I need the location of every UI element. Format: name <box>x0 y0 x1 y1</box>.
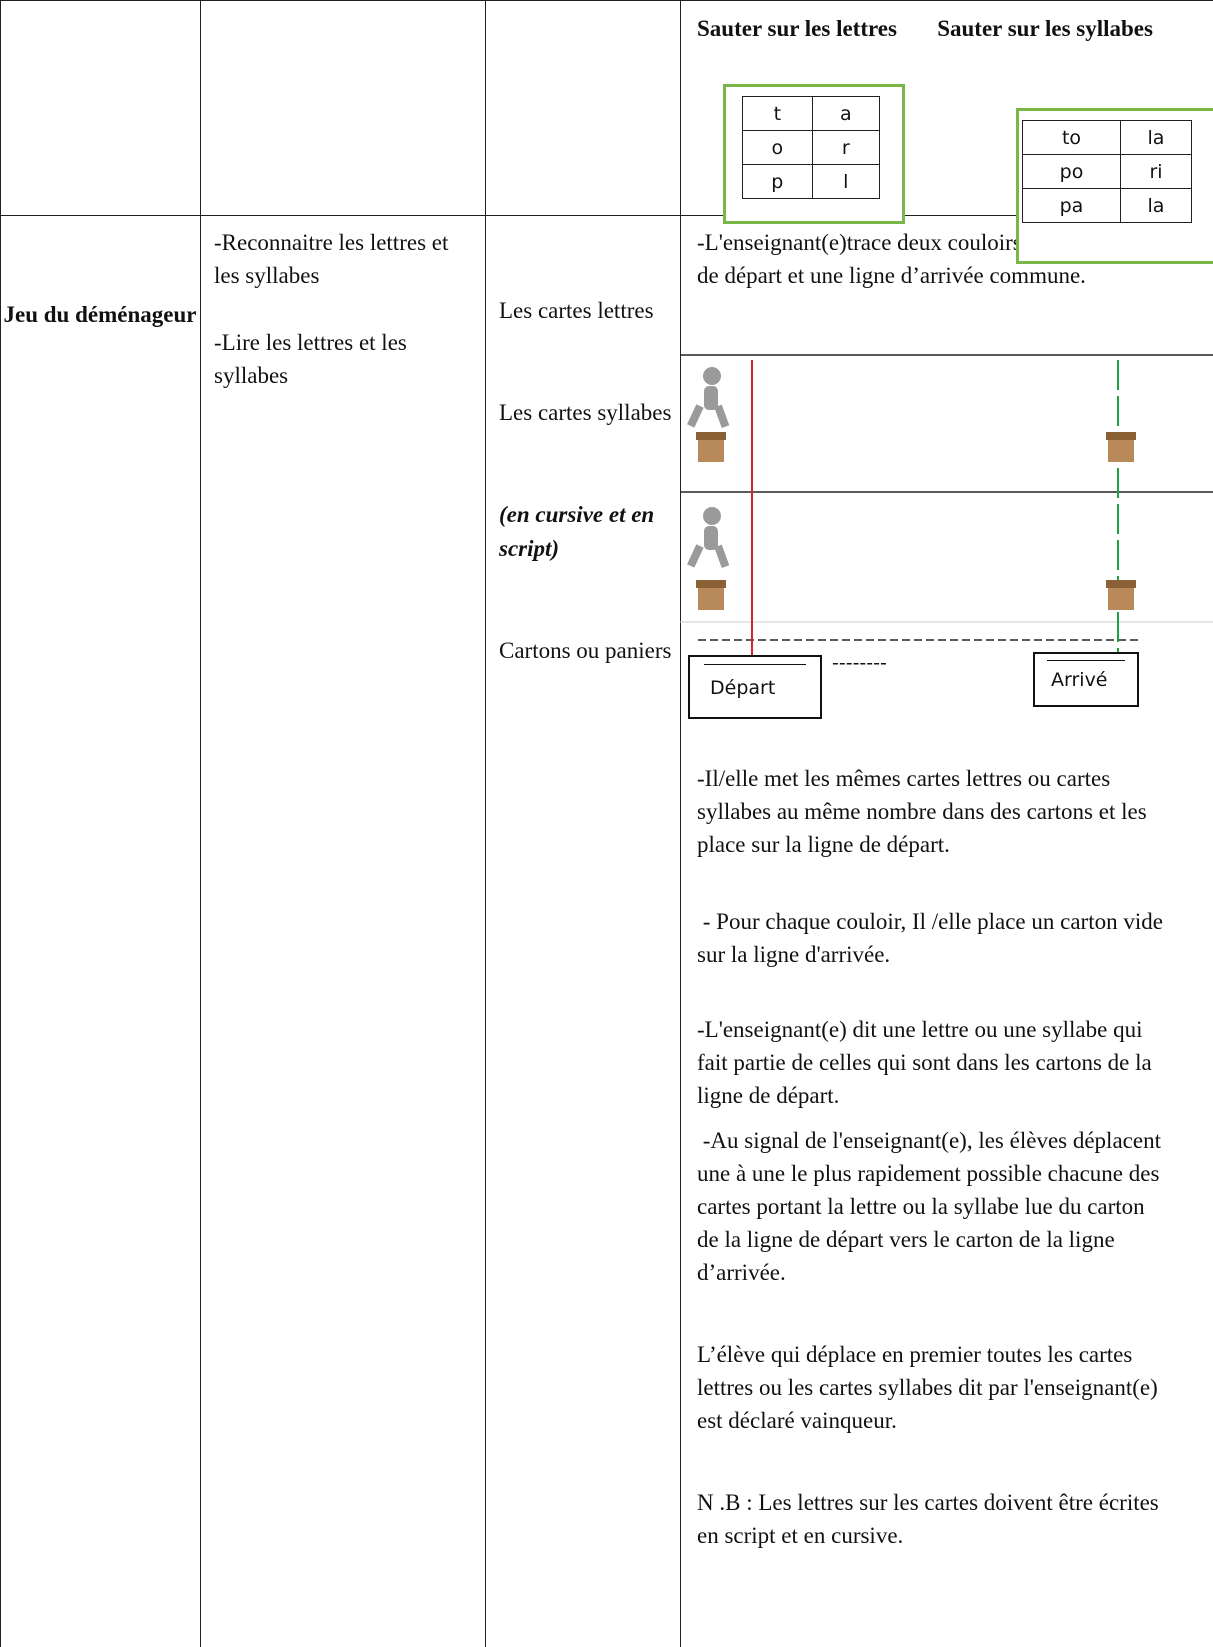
step: -L'enseignant(e) dit une lettre ou une s… <box>697 1017 1158 1108</box>
runner <box>687 507 730 569</box>
border <box>485 0 486 1647</box>
cell: t <box>742 96 813 131</box>
material: (en cursive et en script) <box>499 502 660 561</box>
cell: to <box>1022 120 1121 155</box>
runner <box>687 367 730 429</box>
border <box>200 0 201 1647</box>
cell: o <box>742 130 813 165</box>
border <box>0 215 1213 216</box>
cell: la <box>1119 120 1193 155</box>
syllable-grid: to la po ri pa la <box>1022 120 1193 223</box>
objective: -Lire les lettres et les syllabes <box>214 330 413 388</box>
step: -Au signal de l'enseignant(e), les élève… <box>697 1128 1167 1285</box>
cell: la <box>1119 188 1193 223</box>
note: N .B : Les lettres sur les cartes doiven… <box>697 1490 1165 1548</box>
step: -Il/elle met les mêmes cartes lettres ou… <box>697 766 1153 857</box>
border <box>0 0 1 1647</box>
lanes-diagram <box>680 354 1213 658</box>
syllables-title: Sauter sur les syllabes <box>937 16 1153 41</box>
dashes: -------- <box>832 652 887 674</box>
cell: ri <box>1119 154 1193 189</box>
end-box: Arrivé <box>1033 652 1139 707</box>
start-label: Départ <box>710 677 776 699</box>
end-label: Arrivé <box>1051 669 1108 691</box>
border <box>680 0 681 1647</box>
cell: po <box>1022 154 1121 189</box>
start-box: Départ <box>688 655 822 719</box>
cell: r <box>811 130 881 165</box>
cell: a <box>811 96 881 131</box>
step: L’élève qui déplace en premier toutes le… <box>697 1342 1164 1433</box>
step: - Pour chaque couloir, Il /elle place un… <box>697 909 1169 967</box>
cell: pa <box>1022 188 1121 223</box>
box <box>1106 432 1136 462</box>
materials: Les cartes lettres Les cartes syllabes (… <box>499 226 674 736</box>
material: Les cartes syllabes <box>499 400 672 425</box>
material: Cartons ou paniers <box>499 638 672 663</box>
objective: -Reconnaitre les lettres et les syllabes <box>214 230 455 288</box>
box <box>1106 580 1136 610</box>
box <box>696 432 726 462</box>
game-name: Jeu du déménageur <box>3 302 197 327</box>
letters-title: Sauter sur les lettres <box>697 16 897 41</box>
cell: p <box>742 164 813 199</box>
cell: l <box>811 164 881 199</box>
box <box>696 580 726 610</box>
material: Les cartes lettres <box>499 298 654 323</box>
border <box>0 0 1213 1</box>
header-title: Sauter sur les lettres Sauter sur les sy… <box>697 12 1197 45</box>
